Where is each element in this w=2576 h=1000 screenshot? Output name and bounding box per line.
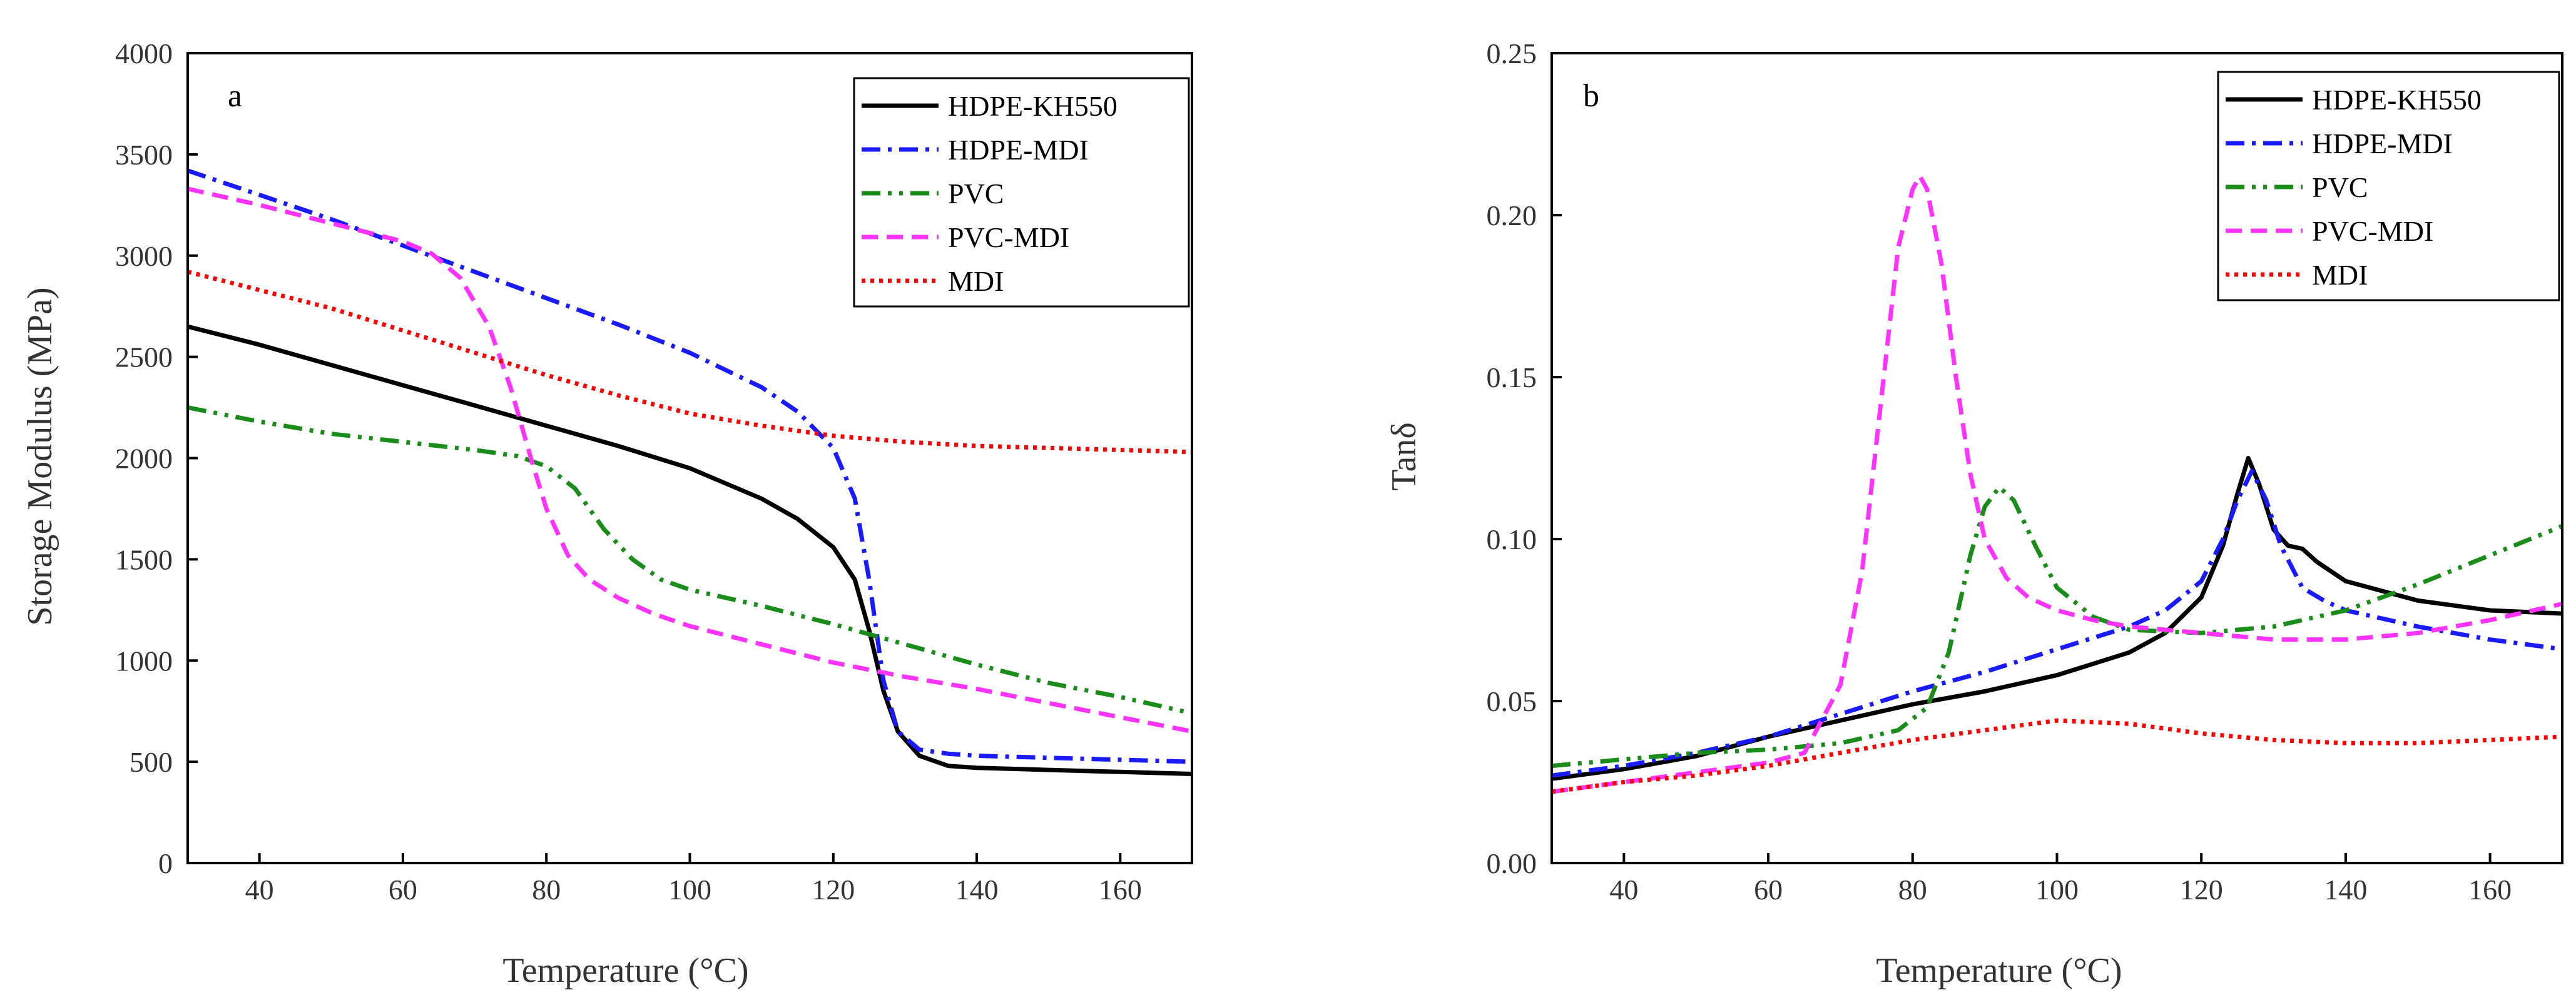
panel-a-legend-label-pvc-mdi: PVC-MDI (948, 221, 1069, 253)
panel-b-tan-delta-chart: b Temperature (°C) Tanδ 40 60 80 100 120 140 1… (1385, 38, 2563, 990)
panel-a-legend-label-pvc: PVC (948, 178, 1004, 210)
panel-b-x-axis-title: Temperature (°C) (1876, 951, 2122, 990)
panel-b-legend-label-hdpe-kh550: HDPE-KH550 (2312, 84, 2482, 116)
panel-b-y-tick-label: 0.00 (1487, 847, 1537, 879)
panel-a-y-tick-label: 1500 (115, 543, 173, 575)
panel-a-legend-label-mdi: MDI (948, 265, 1004, 297)
panel-a-letter: a (228, 78, 242, 114)
panel-b-series-hdpe-mdi (1552, 468, 2562, 778)
panel-b-x-tick-label: 100 (2035, 874, 2079, 906)
panel-b-series-pvc (1552, 485, 2562, 769)
panel-b-x-tick-label: 120 (2180, 874, 2223, 906)
panel-b-series-pvc-mdi (1552, 174, 2562, 794)
panel-b-y-tick-label: 0.15 (1487, 361, 1537, 393)
panel-a-y-axis-title: Storage Modulus (MPa) (21, 287, 59, 625)
panel-b-series-group (1552, 174, 2562, 794)
panel-a-y-tick-label: 4000 (115, 38, 173, 69)
panel-b-x-tick-label: 60 (1754, 874, 1783, 906)
panel-b-x-tick-label: 160 (2468, 874, 2512, 906)
panel-a-legend-box (853, 77, 1190, 308)
panel-b-legend-label-pvc-mdi: PVC-MDI (2312, 215, 2433, 247)
panel-b-legend-label-hdpe-mdi: HDPE-MDI (2312, 128, 2453, 159)
panel-b-legend-label-pvc: PVC (2312, 171, 2368, 203)
panel-b-x-tick-label: 80 (1898, 874, 1927, 906)
panel-a-storage-modulus-chart: a Temperature (°C) Storage Modulus (MPa)… (21, 38, 1193, 990)
panel-b-legend: HDPE-KH550 HDPE-MDI PVC PVC-MDI MDI (2217, 71, 2560, 301)
panel-a-y-tick-label: 1000 (115, 645, 173, 677)
panel-a-x-tick-label: 100 (668, 874, 711, 906)
panel-b-x-tick-label: 40 (1609, 874, 1638, 906)
panel-a-x-tick-label: 160 (1099, 874, 1142, 906)
panel-a-series-hdpe-kh550 (188, 324, 1192, 776)
panel-a-legend-label-hdpe-kh550: HDPE-KH550 (948, 90, 1117, 122)
panel-b-y-tick-label: 0.20 (1487, 199, 1537, 231)
panel-b-y-tick-label: 0.05 (1487, 685, 1537, 717)
panel-a-series-mdi (188, 270, 1192, 455)
panel-a-y-tick-label: 0 (158, 847, 173, 879)
panel-a-x-tick-label: 140 (955, 874, 999, 906)
panel-a-x-axis-title: Temperature (°C) (502, 951, 748, 990)
panel-b-letter: b (1583, 78, 1599, 114)
panel-a-x-tick-label: 40 (245, 874, 274, 906)
panel-a-series-pvc-mdi (188, 186, 1192, 734)
panel-a-y-tick-label: 3000 (115, 240, 173, 272)
panel-b-series-mdi (1552, 718, 2562, 794)
panel-b-y-tick-label: 0.10 (1487, 523, 1537, 555)
panel-a-series-hdpe-mdi (188, 168, 1192, 764)
panel-a-y-tick-label: 500 (130, 746, 173, 778)
panel-a-legend-label-hdpe-mdi: HDPE-MDI (948, 134, 1089, 166)
panel-a-series-group (188, 168, 1192, 776)
panel-a-x-tick-label: 120 (812, 874, 855, 906)
panel-b-legend-label-mdi: MDI (2312, 259, 2368, 291)
panel-a-y-tick-label: 2000 (115, 443, 173, 475)
panel-a-legend: HDPE-KH550 HDPE-MDI PVC PVC-MDI MDI (853, 77, 1190, 308)
panel-a-x-tick-label: 80 (532, 874, 561, 906)
panel-b-series-hdpe-kh550 (1552, 456, 2562, 781)
panel-a-series-pvc (188, 405, 1192, 715)
panel-b-y-tick-label: 0.25 (1487, 38, 1537, 69)
panel-b-x-tick-label: 140 (2324, 874, 2367, 906)
panel-a-x-tick-label: 60 (389, 874, 417, 906)
panel-a-y-tick-label: 2500 (115, 341, 173, 373)
panel-a-y-tick-label: 3500 (115, 139, 173, 171)
panel-b-y-axis-title: Tanδ (1385, 422, 1423, 491)
